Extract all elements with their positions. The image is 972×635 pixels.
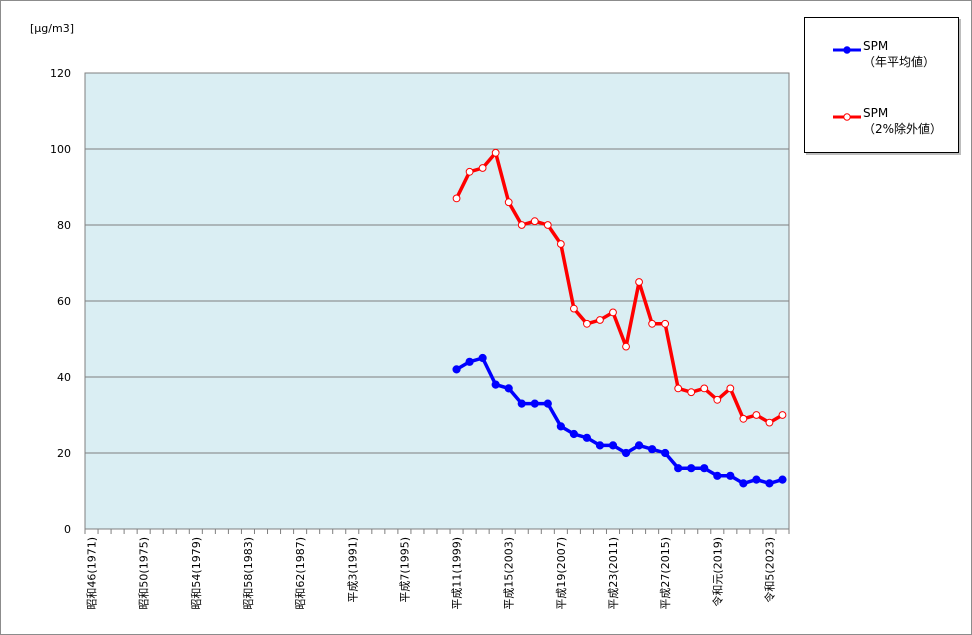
data-point bbox=[583, 319, 591, 328]
x-tick-label: 昭和46(1971) bbox=[86, 537, 99, 610]
x-axis-labels: 昭和46(1971) 昭和50(1975) 昭和54(1979) 昭和58(1983)… bbox=[86, 537, 777, 610]
data-point bbox=[700, 384, 709, 393]
data-point bbox=[504, 384, 513, 393]
data-point bbox=[648, 445, 657, 454]
data-point bbox=[556, 422, 565, 431]
data-point bbox=[582, 433, 592, 442]
x-tick-label: 平成23(2011) bbox=[607, 537, 620, 610]
data-point bbox=[778, 475, 787, 484]
data-point bbox=[452, 365, 461, 374]
y-axis-unit-label: [μg/m3] bbox=[30, 22, 74, 35]
data-point bbox=[661, 319, 670, 328]
data-point bbox=[465, 167, 474, 176]
x-tick-label: 昭和50(1975) bbox=[138, 537, 151, 610]
data-point bbox=[648, 319, 657, 328]
legend-swatch-red-line-icon bbox=[833, 113, 861, 121]
data-point bbox=[778, 411, 787, 419]
x-tick-label: 令和元(2019) bbox=[710, 537, 724, 607]
data-point bbox=[517, 221, 526, 229]
y-tick-label: 60 bbox=[57, 295, 71, 308]
y-tick-label: 40 bbox=[57, 371, 71, 384]
data-point bbox=[530, 217, 539, 226]
data-point bbox=[530, 399, 539, 408]
data-point bbox=[595, 441, 605, 450]
data-point bbox=[569, 304, 578, 313]
data-point bbox=[765, 418, 774, 427]
data-point bbox=[556, 240, 565, 248]
data-point bbox=[752, 411, 761, 419]
x-tick-label: 令和5(2023) bbox=[762, 537, 776, 603]
x-tick-label: 昭和54(1979) bbox=[190, 537, 203, 610]
data-point bbox=[687, 464, 696, 473]
series-group bbox=[452, 148, 787, 488]
y-tick-label: 120 bbox=[50, 67, 71, 80]
data-point bbox=[674, 464, 683, 473]
data-point bbox=[569, 429, 578, 439]
y-tick-label: 100 bbox=[50, 143, 71, 156]
data-point bbox=[608, 441, 618, 450]
data-point bbox=[634, 441, 644, 450]
data-point bbox=[661, 448, 670, 458]
y-axis-labels: 0 20 40 60 80 100 120 bbox=[50, 67, 71, 536]
x-tick-label: 昭和62(1987) bbox=[294, 537, 307, 610]
legend-item-annual-mean: SPM （年平均値） bbox=[805, 38, 955, 78]
data-point bbox=[452, 194, 461, 203]
data-point bbox=[726, 384, 735, 393]
x-axis-ticks bbox=[84, 529, 790, 534]
data-point bbox=[752, 475, 761, 484]
data-point bbox=[700, 464, 709, 473]
data-point bbox=[765, 479, 774, 488]
x-tick-label: 平成15(2003) bbox=[503, 537, 516, 610]
data-point bbox=[478, 353, 487, 363]
x-tick-label: 昭和58(1983) bbox=[242, 537, 255, 610]
data-point bbox=[543, 221, 552, 229]
data-point bbox=[713, 395, 722, 404]
data-point bbox=[622, 342, 630, 351]
data-point bbox=[739, 479, 748, 488]
legend: SPM （年平均値） SPM （2%除外値） bbox=[804, 17, 959, 153]
x-tick-label: 平成11(1999) bbox=[451, 537, 464, 610]
legend-series-name: SPM bbox=[863, 39, 889, 53]
legend-label: SPM （年平均値） bbox=[863, 38, 935, 70]
legend-series-sub: （年平均値） bbox=[863, 55, 936, 69]
data-point bbox=[465, 357, 474, 366]
data-point bbox=[478, 164, 487, 172]
legend-series-sub: （2%除外値） bbox=[863, 122, 943, 136]
data-point bbox=[621, 448, 631, 458]
data-point bbox=[674, 384, 683, 393]
data-point bbox=[713, 471, 722, 480]
data-point bbox=[726, 471, 735, 480]
y-tick-label: 0 bbox=[64, 523, 71, 536]
legend-series-name: SPM bbox=[863, 106, 889, 120]
data-point bbox=[491, 380, 500, 389]
data-point bbox=[635, 278, 643, 286]
legend-label: SPM （2%除外値） bbox=[863, 105, 942, 137]
data-point bbox=[491, 148, 500, 157]
y-tick-label: 80 bbox=[57, 219, 71, 232]
x-tick-label: 平成3(1991) bbox=[346, 537, 359, 603]
data-point bbox=[687, 388, 696, 397]
x-tick-label: 平成27(2015) bbox=[659, 537, 672, 610]
data-point bbox=[739, 414, 748, 423]
grid-lines bbox=[85, 148, 789, 454]
y-tick-label: 20 bbox=[57, 447, 71, 460]
data-point bbox=[517, 399, 526, 408]
data-point bbox=[609, 308, 617, 317]
legend-item-2pct-excluded: SPM （2%除外値） bbox=[805, 105, 955, 145]
x-tick-label: 平成7(1995) bbox=[398, 537, 411, 603]
data-point bbox=[596, 316, 604, 324]
x-tick-label: 平成19(2007) bbox=[555, 537, 568, 610]
legend-swatch-blue-line-icon bbox=[833, 46, 861, 54]
data-point bbox=[543, 399, 552, 408]
data-point bbox=[504, 198, 513, 207]
